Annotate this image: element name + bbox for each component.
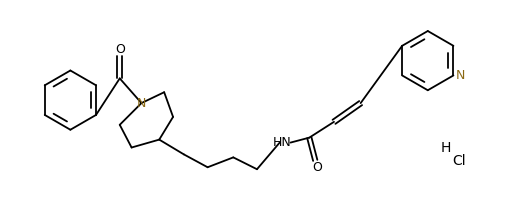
Text: HN: HN	[272, 136, 291, 149]
Text: O: O	[312, 161, 322, 174]
Text: O: O	[115, 43, 125, 56]
Text: Cl: Cl	[453, 154, 466, 168]
Text: H: H	[440, 141, 451, 155]
Text: N: N	[456, 69, 465, 82]
Text: N: N	[137, 97, 146, 110]
